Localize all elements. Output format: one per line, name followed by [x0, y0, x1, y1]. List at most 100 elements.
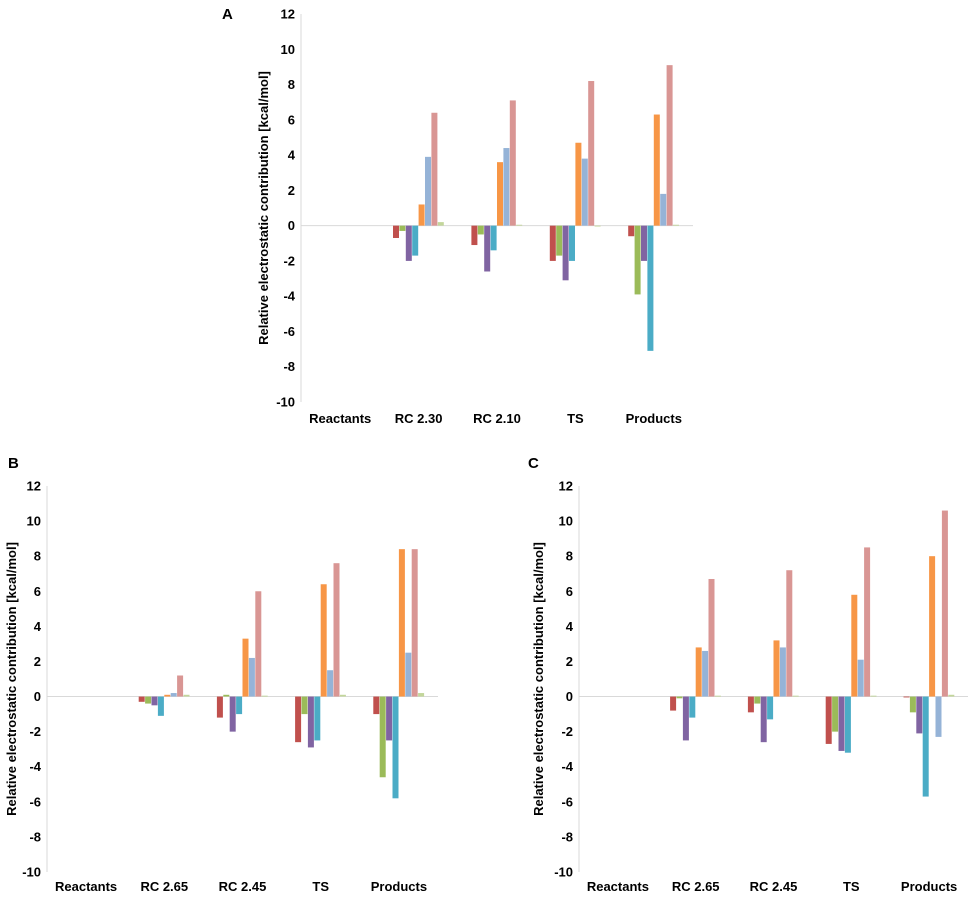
bar-s4	[157, 696, 164, 716]
bar-s4	[647, 225, 654, 351]
bar-s7	[588, 81, 595, 226]
category-label: Products	[371, 879, 427, 894]
bar-s6	[857, 659, 864, 697]
bar-s3	[562, 225, 569, 281]
bar-s4	[314, 696, 321, 741]
category-label: Products	[626, 411, 682, 426]
bar-s8	[870, 695, 877, 697]
y-tick-label: -6	[561, 794, 573, 809]
category-label: TS	[567, 411, 584, 426]
bar-s5	[575, 142, 582, 226]
y-tick-label: 2	[288, 183, 295, 198]
y-tick-label: -4	[29, 759, 41, 774]
y-tick-label: 10	[27, 514, 41, 529]
bar-s8	[437, 222, 444, 226]
y-tick-label: -4	[561, 759, 573, 774]
bar-s7	[708, 578, 715, 697]
y-tick-label: 4	[566, 619, 574, 634]
bar-s2	[379, 696, 386, 778]
bar-s2	[145, 696, 152, 704]
bar-s7	[333, 563, 340, 697]
bar-s6	[779, 647, 786, 697]
bar-s3	[405, 225, 412, 261]
bar-s5	[242, 638, 249, 697]
y-tick-label: -10	[554, 865, 573, 880]
y-tick-label: 2	[566, 654, 573, 669]
panel-letter: B	[8, 455, 19, 472]
y-tick-label: -6	[29, 794, 41, 809]
category-label: RC 2.30	[395, 411, 443, 426]
y-tick-label: -6	[283, 324, 295, 339]
y-tick-label: 6	[288, 112, 295, 127]
bar-s8	[418, 693, 425, 697]
category-label: RC 2.65	[140, 879, 188, 894]
bar-s2	[301, 696, 308, 715]
bar-s6	[702, 650, 709, 697]
bar-s1	[216, 696, 223, 718]
bar-s5	[773, 640, 780, 697]
category-label: TS	[843, 879, 860, 894]
bar-s8	[261, 695, 268, 697]
y-tick-label: 12	[559, 479, 573, 494]
bar-s7	[177, 675, 184, 697]
bar-s2	[754, 696, 761, 704]
bar-s4	[392, 696, 399, 799]
bar-s1	[825, 696, 832, 744]
chart-panel-b: B 12 10 8 6 4 2 0 -2 -4 -6 -8 -10 Relative electrosta…	[4, 455, 438, 894]
bar-s1	[670, 696, 677, 711]
bar-s3	[838, 696, 845, 751]
panel-letter: C	[528, 455, 539, 472]
bar-s5	[398, 549, 405, 697]
bar-s5	[320, 584, 327, 697]
category-label: Products	[901, 879, 957, 894]
bar-s5	[653, 114, 660, 226]
bar-s6	[660, 193, 667, 226]
category-label: RC 2.65	[672, 879, 720, 894]
bar-s3	[151, 696, 158, 706]
y-tick-label: -4	[283, 289, 295, 304]
bar-s1	[393, 225, 399, 238]
y-tick-label: 4	[34, 619, 42, 634]
chart-panel-a: A 12 10 8 6 4 2 0 -2 -4 -6 -8 -10 Relative electrosta…	[222, 6, 693, 426]
bar-s4	[767, 696, 774, 720]
bar-s1	[295, 696, 302, 743]
y-tick-label: 6	[34, 584, 41, 599]
y-tick-label: -10	[276, 395, 295, 410]
y-tick-label: 8	[288, 77, 295, 92]
chart-panel-c: C 12 10 8 6 4 2 0 -2 -4 -6 -8 -10 Relative electrosta…	[528, 455, 968, 894]
bar-s3	[484, 225, 491, 272]
bar-s7	[864, 547, 871, 697]
category-label: RC 2.45	[750, 879, 798, 894]
y-tick-label: -10	[22, 865, 41, 880]
y-tick-label: 6	[566, 584, 573, 599]
bar-s6	[248, 657, 255, 697]
category-label: Reactants	[309, 411, 371, 426]
bar-s3	[386, 696, 393, 741]
bar-s4	[569, 225, 575, 261]
bar-s3	[760, 696, 767, 743]
bar-s7	[666, 65, 673, 226]
bar-s2	[676, 696, 683, 699]
y-tick-label: 10	[281, 42, 295, 57]
bar-s5	[418, 204, 425, 226]
bar-s2	[399, 225, 406, 231]
y-tick-label: 0	[288, 218, 295, 233]
bar-s4	[689, 696, 696, 718]
bar-s8	[792, 695, 799, 697]
y-tick-label: 12	[27, 479, 41, 494]
bar-s6	[405, 652, 412, 697]
y-axis-label: Relative electrostatic contribution [kca…	[4, 542, 19, 816]
bar-s3	[641, 225, 647, 261]
bar-s4	[922, 696, 929, 797]
y-tick-label: 12	[281, 7, 295, 22]
bar-s8	[516, 224, 523, 226]
bar-s5	[929, 556, 936, 697]
y-tick-label: 0	[34, 689, 41, 704]
bar-s4	[236, 696, 243, 715]
y-tick-label: -8	[283, 359, 295, 374]
bar-s3	[682, 696, 689, 741]
bar-s5	[164, 694, 171, 697]
bar-s7	[941, 510, 948, 697]
y-tick-label: 8	[566, 549, 573, 564]
bar-s1	[747, 696, 754, 713]
